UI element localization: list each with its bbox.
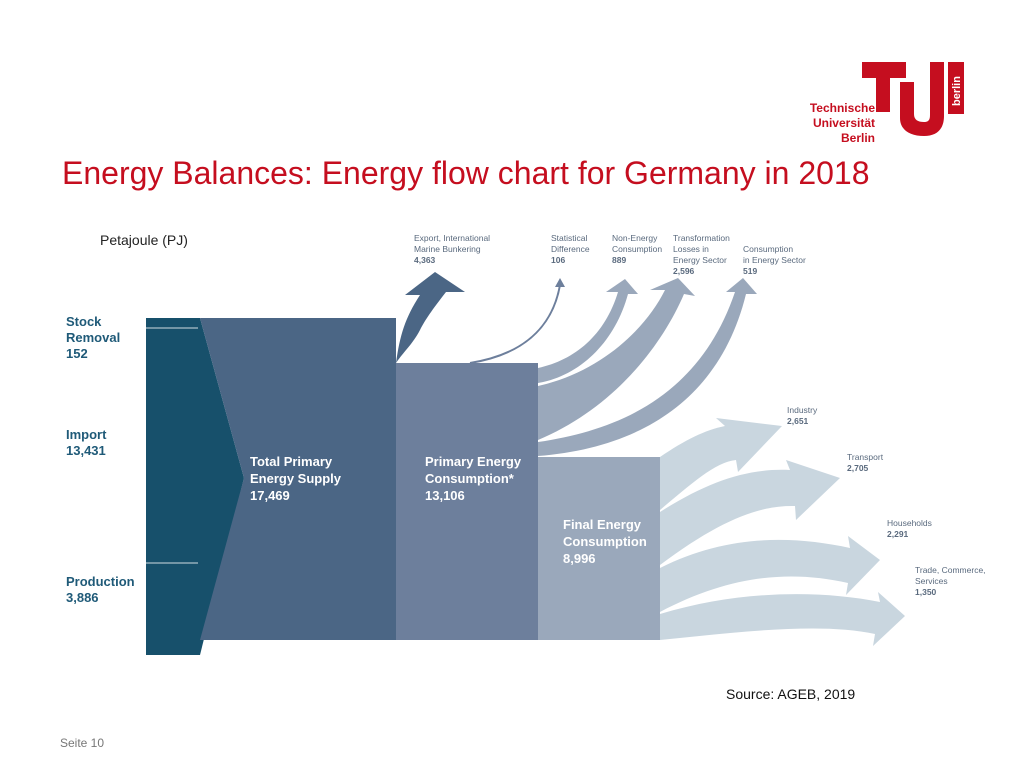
trade-commerce-label: Trade, Commerce, Services 1,350 [915,565,986,597]
primary-consumption-label: Primary Energy Consumption* 13,106 [425,454,522,503]
industry-label: Industry 2,651 [787,405,818,426]
total-primary-supply-label: Total Primary Energy Supply 17,469 [250,454,342,503]
export-label: Export, International Marine Bunkering 4,3… [414,233,490,265]
input-import-label: Import 13,431 [66,427,107,458]
statistical-difference-arrow [469,284,561,364]
transformation-losses-arrow [538,278,695,440]
input-production-label: Production 3,886 [66,574,135,605]
transport-flow-arrow [660,460,840,565]
unit-label: Petajoule (PJ) [100,232,188,248]
block-primary-consumption [396,363,538,640]
slide-title: Energy Balances: Energy flow chart for G… [62,155,870,191]
block-final-consumption [538,457,660,640]
households-label: Households 2,291 [887,518,932,539]
export-flow-arrow [396,272,465,363]
source-note: Source: AGEB, 2019 [726,686,856,702]
industry-flow-arrow [660,418,782,510]
block-total-primary-supply [200,318,396,640]
households-flow-arrow [660,536,880,612]
final-consumption-label: Final Energy Consumption 8,996 [563,517,647,566]
input-stock-removal-label: Stock Removal 152 [66,314,120,361]
energy-sector-consumption-arrow [538,278,757,456]
non-energy-consumption-arrow [538,279,638,383]
page-number: Seite 10 [60,736,105,750]
tu-berlin-logo: berlin [862,62,964,136]
energy-sector-consumption-label: Consumption in Energy Sector 519 [743,244,806,276]
trade-commerce-flow-arrow [660,592,905,646]
statistical-difference-label: Statistical Difference 106 [551,233,590,265]
transformation-losses-label: Transformation Losses in Energy Sector 2,59… [673,233,730,276]
transport-label: Transport 2,705 [847,452,884,473]
university-name: Technische Universität Berlin [807,101,875,146]
logo-line-2: Universität [812,116,875,130]
logo-line-1: Technische [809,101,875,115]
logo-line-3: Berlin [840,131,875,145]
non-energy-consumption-label: Non-Energy Consumption 889 [612,233,662,265]
logo-word: berlin [951,76,963,106]
